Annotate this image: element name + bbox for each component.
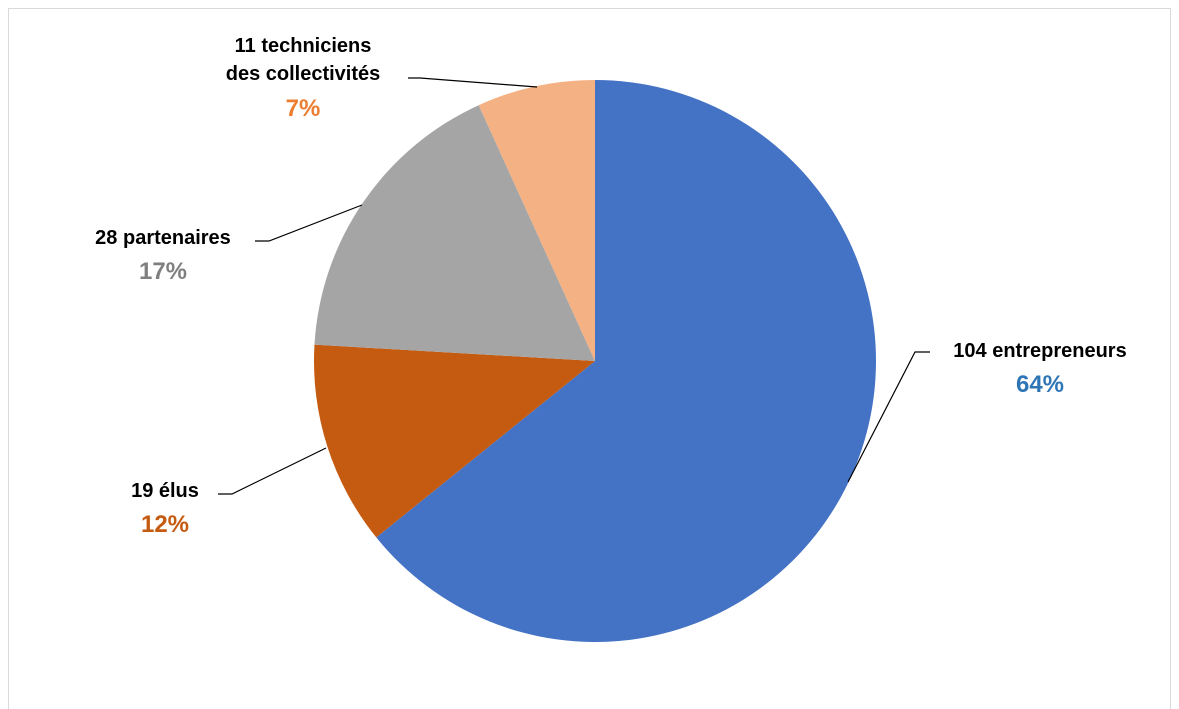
label-entrepreneurs: 104 entrepreneurs [953,340,1126,362]
label-partenaires: 28 partenaires [95,227,231,249]
percent-techniciens: 7% [286,95,321,122]
pie-slices [314,80,876,642]
label-techniciens-line2: des collectivités [226,63,381,85]
slice-techniciens [478,80,595,361]
leader-line-elus [218,447,327,495]
leader-lines [218,77,930,495]
percent-elus: 12% [141,511,189,538]
label-elus: 19 élus [131,480,199,502]
slice-elus [314,344,595,538]
leader-line-partenaires [255,204,363,242]
percent-entrepreneurs: 64% [1016,371,1064,398]
leader-line-techniciens [408,77,538,88]
leader-line-entrepreneurs [847,351,930,483]
percent-partenaires: 17% [139,258,187,285]
label-techniciens-line1: 11 techniciens [235,35,372,57]
slice-partenaires [314,105,595,361]
slice-entrepreneurs [376,80,876,642]
